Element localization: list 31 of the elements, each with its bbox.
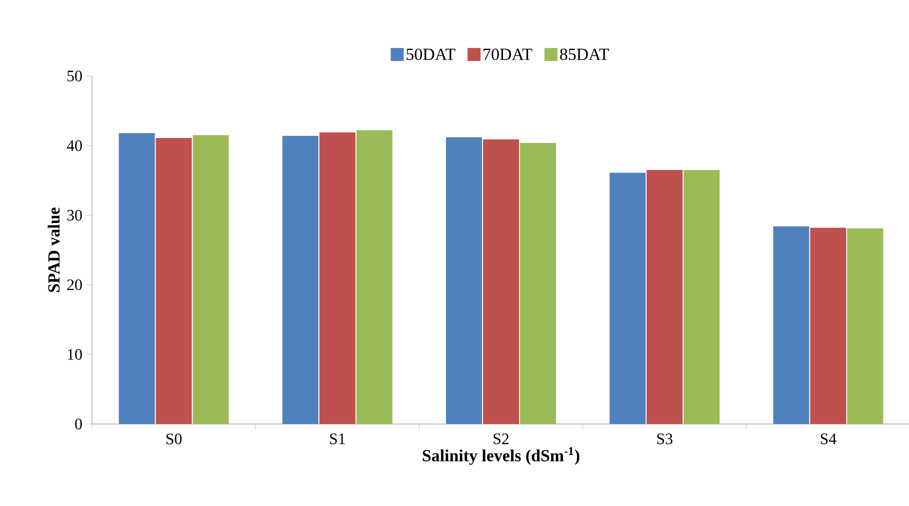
x-axis-title: Salinity levels (dSm$^{-1}$) (422, 447, 580, 465)
bar (684, 170, 720, 424)
bar (810, 228, 846, 424)
x-tick-label: S4 (820, 434, 836, 444)
bar (483, 139, 520, 424)
bar (520, 142, 556, 424)
bar (156, 138, 192, 424)
legend-label: 70DAT (484, 48, 532, 60)
x-tick-label: S1 (330, 434, 345, 444)
y-tick-label: 40 (66, 140, 82, 151)
y-tick-label: 30 (67, 210, 82, 221)
x-tick-label: S0 (166, 434, 182, 444)
bar (282, 136, 318, 424)
bar (610, 172, 646, 424)
bar (192, 135, 229, 424)
bar (319, 132, 356, 424)
legend-label: 50DAT (406, 48, 456, 60)
bar (847, 228, 884, 424)
y-tick-label: 10 (68, 349, 82, 360)
y-tick-label: 20 (67, 279, 82, 290)
legend-label: 85DAT (560, 48, 610, 60)
bar (356, 130, 392, 424)
y-tick-label: 0 (75, 418, 82, 430)
bar (446, 137, 482, 424)
bar (118, 133, 155, 424)
x-tick-label: S3 (657, 434, 672, 444)
y-tick-label: 50 (67, 70, 82, 82)
x-tick-label: S2 (494, 434, 509, 444)
y-axis-title: SPAD value (48, 208, 60, 292)
bar (646, 170, 683, 424)
bar (773, 226, 810, 424)
